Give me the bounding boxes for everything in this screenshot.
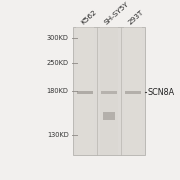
- Bar: [73, 27, 145, 155]
- Bar: [101, 91, 117, 94]
- Text: 250KD: 250KD: [47, 60, 69, 66]
- Bar: [103, 112, 114, 120]
- Text: 300KD: 300KD: [47, 35, 69, 41]
- Bar: [124, 27, 142, 155]
- Bar: [76, 27, 94, 155]
- Bar: [100, 27, 118, 155]
- Text: 130KD: 130KD: [47, 132, 69, 138]
- Text: 180KD: 180KD: [47, 88, 69, 94]
- Bar: [125, 91, 141, 94]
- Text: K562: K562: [80, 9, 98, 26]
- Text: 293T: 293T: [127, 9, 145, 26]
- Text: SCN8A: SCN8A: [147, 88, 174, 97]
- Bar: [77, 91, 93, 94]
- Text: SH-SY5Y: SH-SY5Y: [103, 1, 130, 26]
